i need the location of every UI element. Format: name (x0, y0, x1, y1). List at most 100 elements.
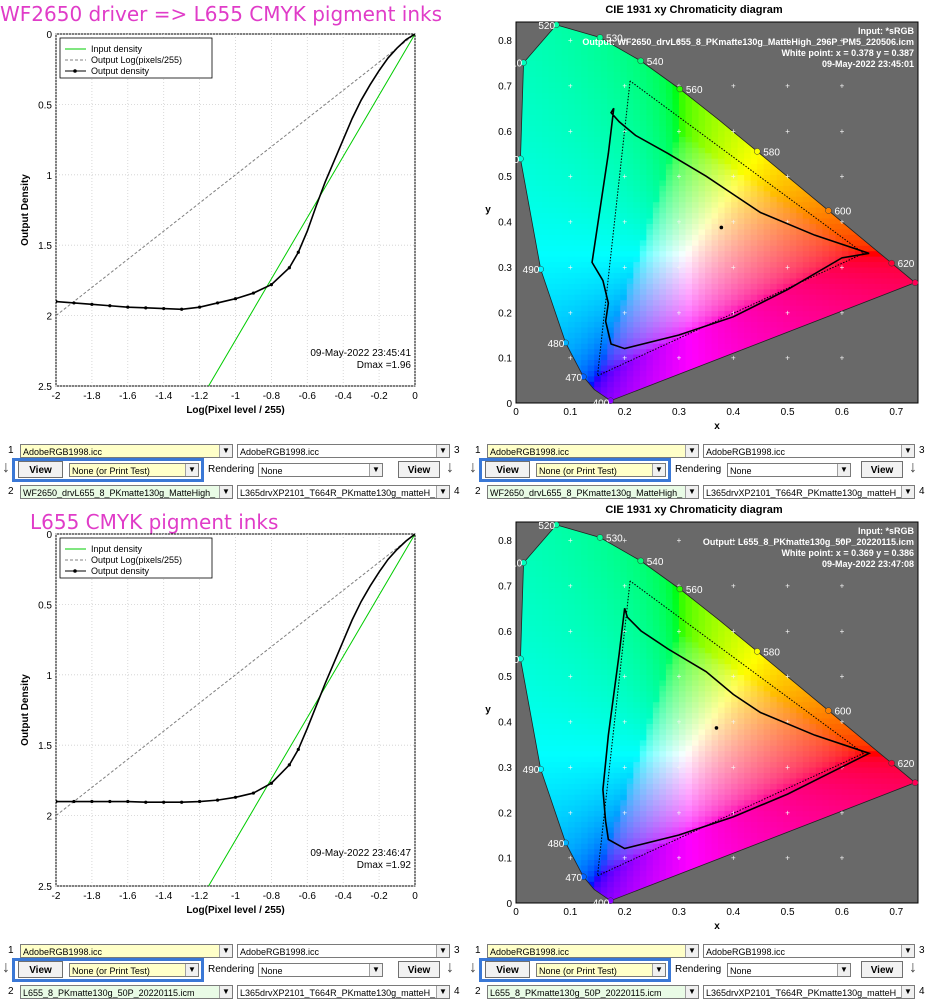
output-profile-select[interactable]: WF2650_drvL655_8_PKmatte130g_MatteHigh_ ▼ (20, 484, 233, 499)
color-cell (581, 179, 589, 186)
color-cell (796, 185, 804, 192)
input-profile-select[interactable]: AdobeRGB1998.icc ▼ (20, 443, 233, 458)
color-cell (613, 234, 621, 241)
color-cell (652, 245, 661, 252)
color-cell (770, 212, 778, 219)
color-cell (705, 250, 713, 257)
in-num: 1 (8, 445, 14, 456)
color-cell (542, 114, 550, 121)
color-cell (600, 70, 608, 78)
color-cell (561, 277, 569, 284)
color-cell (555, 266, 563, 273)
color-cell (659, 163, 667, 170)
color-cell (581, 196, 589, 203)
color-cell (789, 315, 797, 322)
color-cell (555, 147, 563, 154)
color-cell (718, 261, 726, 268)
color-cell (692, 283, 700, 290)
color-cell (750, 305, 758, 312)
color-cell (581, 65, 589, 72)
color-cell (633, 245, 641, 252)
color-cell (568, 60, 576, 67)
color-cell (685, 266, 693, 273)
color-cell (789, 185, 797, 192)
color-cell (802, 299, 810, 306)
x-tick-label: -1.6 (119, 391, 137, 402)
color-cell (542, 196, 550, 203)
color-cell (607, 60, 615, 67)
proof-profile-select[interactable]: L365drvXP2101_T664R_PKmatte130g_matteH_ ▼ (703, 484, 915, 499)
color-cell (520, 130, 524, 137)
intent-select[interactable]: None (or Print Test) ▼ (69, 462, 199, 477)
color-cell (678, 326, 687, 333)
rendering-select[interactable]: None ▼ (727, 462, 851, 477)
color-cell (639, 70, 647, 78)
grid-cross: + (568, 354, 573, 363)
color-cell (600, 326, 608, 333)
color-cell (633, 76, 641, 83)
color-cell (737, 234, 745, 241)
color-cell (678, 207, 687, 214)
color-cell (724, 185, 732, 192)
color-cell (652, 179, 661, 186)
color-cell (581, 354, 589, 361)
color-cell (555, 54, 563, 61)
color-cell (841, 250, 850, 257)
color-cell (646, 272, 654, 279)
color-cell (561, 207, 569, 214)
color-cell (529, 690, 537, 697)
grid-cross: + (622, 127, 627, 136)
color-cell (744, 277, 752, 284)
color-cell (705, 217, 713, 224)
color-cell (698, 288, 706, 295)
view-button[interactable]: View (485, 461, 530, 478)
color-cell (672, 185, 680, 192)
rendering-select[interactable]: None ▼ (258, 462, 383, 477)
dest-profile-select[interactable]: AdobeRGB1998.icc ▼ (703, 443, 915, 458)
color-cell (522, 87, 530, 94)
color-cell (698, 326, 706, 333)
chevron-down-icon: ▼ (185, 463, 198, 476)
color-cell (692, 294, 700, 301)
color-cell (770, 261, 778, 268)
grid-cross: + (731, 82, 736, 91)
color-cell (802, 245, 810, 252)
color-cell (529, 70, 537, 78)
color-cell (711, 234, 719, 241)
output-profile-select[interactable]: WF2650_drvL655_8_PKmatte130g_MatteHigh_ ▼ (487, 484, 699, 499)
color-cell (770, 190, 778, 197)
dest-profile-select[interactable]: AdobeRGB1998.icc ▼ (237, 443, 450, 458)
color-cell (568, 114, 576, 121)
color-cell (626, 288, 634, 295)
color-cell (600, 185, 608, 192)
color-cell (809, 207, 817, 214)
view-button-right[interactable]: View (861, 461, 903, 478)
color-cell (620, 190, 628, 197)
proof-profile-select[interactable]: L365drvXP2101_T664R_PKmatte130g_matteH_ ▼ (237, 484, 450, 499)
color-cell (848, 228, 856, 235)
view-button[interactable]: View (18, 461, 63, 478)
grid-cross: + (840, 263, 845, 272)
grid-cross: + (568, 218, 573, 227)
input-profile-select[interactable]: AdobeRGB1998.icc ▼ (487, 443, 699, 458)
color-cell (665, 168, 674, 175)
view-button-right[interactable]: View (398, 461, 440, 478)
color-cell (776, 250, 784, 257)
color-cell (718, 277, 726, 284)
intent-select[interactable]: None (or Print Test) ▼ (536, 462, 666, 477)
color-cell (626, 174, 634, 181)
y-tick-label: 0.5 (38, 100, 52, 111)
color-cell (920, 316, 925, 322)
color-cell (626, 234, 634, 241)
color-cell (757, 321, 765, 328)
color-cell (796, 217, 804, 224)
color-cell (750, 326, 758, 333)
color-cell (652, 266, 661, 273)
color-cell (594, 81, 602, 88)
color-cell (692, 174, 700, 181)
color-cell (574, 141, 582, 148)
chevron-down-icon: ▼ (369, 463, 382, 476)
color-cell (535, 196, 543, 203)
color-cell (522, 598, 530, 605)
color-cell (744, 256, 752, 263)
